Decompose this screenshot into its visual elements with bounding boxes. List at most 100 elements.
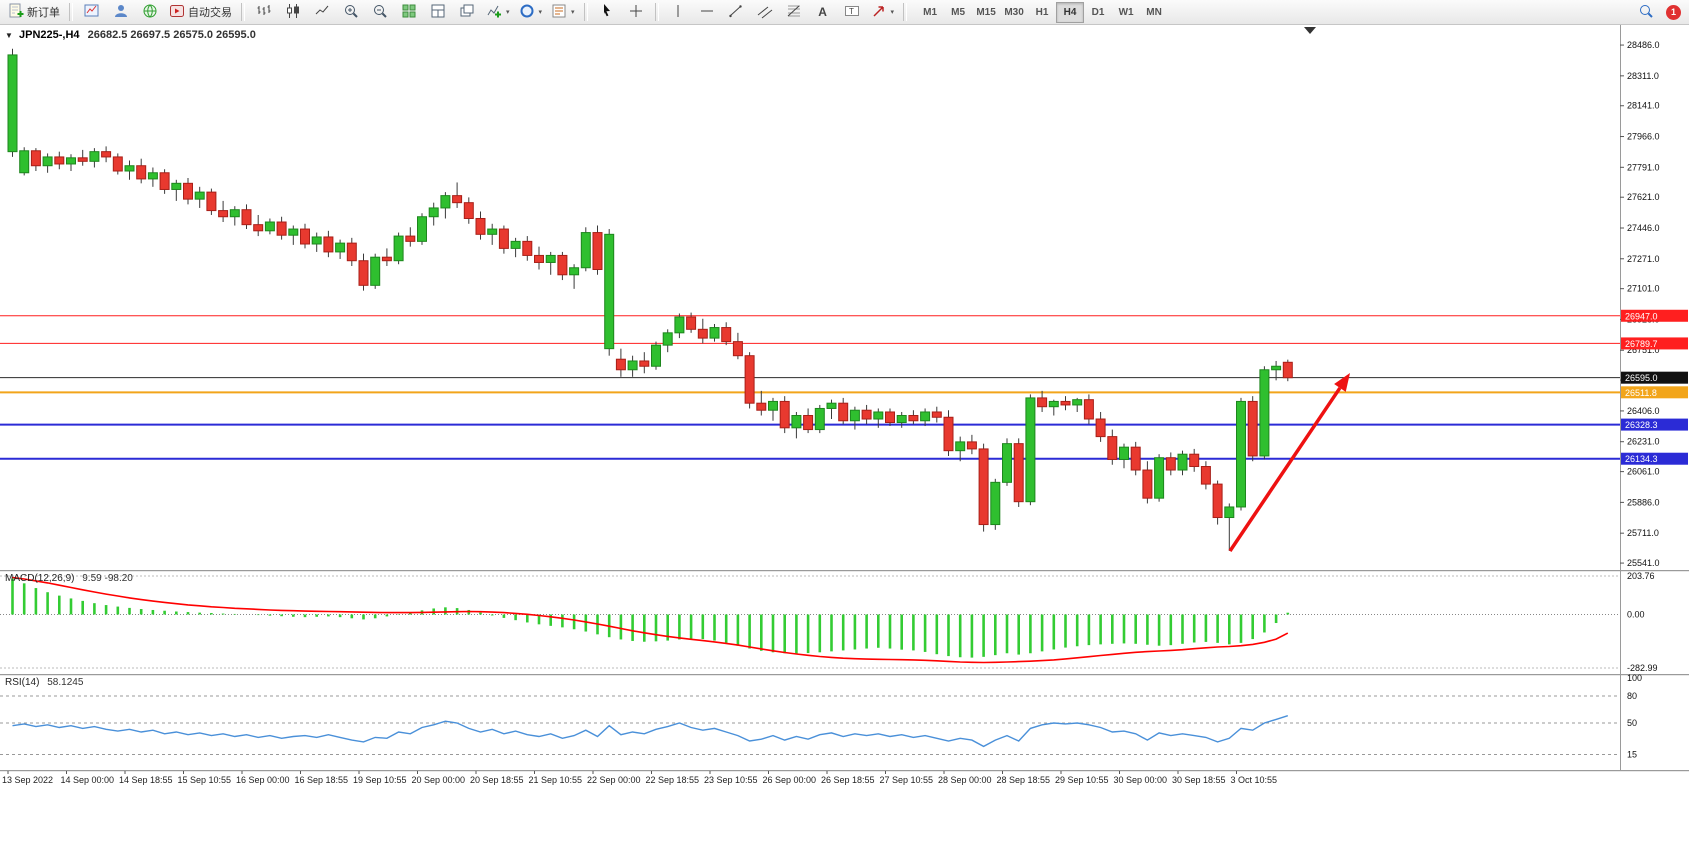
svg-text:100: 100: [1627, 673, 1642, 683]
timeframe-M1[interactable]: M1: [923, 6, 938, 18]
svg-text:26789.7: 26789.7: [1625, 339, 1658, 349]
candle: [744, 355, 755, 404]
candle: [1013, 443, 1024, 503]
candle: [54, 156, 65, 165]
candle: [709, 327, 720, 339]
candle: [557, 254, 568, 276]
arrows-button[interactable]: ▾: [867, 1, 899, 23]
candles-layer[interactable]: [7, 48, 1293, 551]
text-button[interactable]: A: [809, 1, 837, 23]
candle: [873, 411, 884, 420]
candle: [814, 407, 825, 431]
candle: [218, 210, 229, 218]
tile-windows-icon: [401, 3, 417, 22]
indicators-button[interactable]: ▾: [482, 1, 514, 23]
toolbar-separator: [241, 3, 245, 21]
candle: [335, 242, 346, 253]
price-axis[interactable]: 28486.0 28311.0 28141.0 27966.0 27791.0 27621…: [1620, 40, 1660, 568]
time-axis[interactable]: 13 Sep 2022 14 Sep 00:00 14 Sep 18:55 15 Se…: [2, 771, 1277, 785]
timeframe-W1[interactable]: W1: [1118, 6, 1134, 18]
text-label-button[interactable]: T: [838, 1, 866, 23]
rsi-pane[interactable]: 100 80 50 15: [0, 673, 1642, 760]
svg-text:20 Sep 00:00: 20 Sep 00:00: [412, 775, 466, 785]
candle: [732, 341, 743, 357]
zoom-out-button[interactable]: [366, 1, 394, 23]
equidistant-channel-button[interactable]: [751, 1, 779, 23]
candle: [452, 195, 463, 204]
svg-text:26061.0: 26061.0: [1627, 467, 1660, 477]
svg-text:28311.0: 28311.0: [1627, 71, 1659, 81]
timeframe-H1[interactable]: H1: [1035, 6, 1049, 18]
trendline-button[interactable]: [722, 1, 750, 23]
svg-text:25886.0: 25886.0: [1627, 497, 1660, 507]
macd-name: MACD(12,26,9): [5, 573, 75, 584]
tile-windows-button[interactable]: [395, 1, 423, 23]
bar-chart-button[interactable]: [250, 1, 278, 23]
arrange-windows-button[interactable]: [424, 1, 452, 23]
pane-separators[interactable]: [0, 25, 1689, 772]
candle: [1200, 466, 1211, 485]
candle: [534, 254, 544, 263]
line-chart-button[interactable]: [308, 1, 336, 23]
vertical-line-button[interactable]: [664, 1, 692, 23]
candle: [1247, 400, 1258, 457]
notification-badge[interactable]: 1: [1666, 4, 1681, 20]
fibonacci-button[interactable]: [780, 1, 808, 23]
svg-text:26595.0: 26595.0: [1625, 373, 1658, 383]
rsi-indicator-label: RSI(14) 58.1245: [5, 677, 83, 688]
community-button[interactable]: [136, 1, 164, 23]
crosshair-button[interactable]: [622, 1, 650, 23]
candle: [417, 216, 427, 242]
timeframe-D1[interactable]: D1: [1091, 6, 1105, 18]
svg-text:25711.0: 25711.0: [1627, 528, 1659, 538]
search-button[interactable]: [1632, 1, 1660, 23]
horizontal-level-lines[interactable]: [0, 315, 1620, 460]
timeframe-H4[interactable]: H4: [1056, 1, 1085, 23]
timeframe-M15[interactable]: M15: [976, 6, 996, 18]
candle: [522, 240, 533, 256]
zoom-in-button[interactable]: [337, 1, 365, 23]
candle: [276, 221, 287, 236]
candlestick-chart-button[interactable]: [279, 1, 307, 23]
svg-text:15: 15: [1627, 750, 1637, 760]
candle: [253, 224, 264, 232]
toolbar-separator: [903, 3, 908, 21]
new-order-button[interactable]: 新订单: [4, 1, 64, 23]
arrow-tool-icon: [871, 3, 887, 22]
chart-shift-marker-icon[interactable]: [1304, 27, 1316, 34]
timeframe-MN[interactable]: MN: [1146, 6, 1162, 18]
svg-text:-282.99: -282.99: [1627, 663, 1658, 673]
timeframe-M5[interactable]: M5: [951, 6, 966, 18]
cascade-windows-button[interactable]: [453, 1, 481, 23]
macd-pane[interactable]: 203.76 0.00 -282.99: [0, 571, 1658, 673]
fibonacci-icon: [786, 3, 802, 22]
svg-text:16 Sep 00:00: 16 Sep 00:00: [236, 775, 290, 785]
candle: [592, 232, 603, 271]
candle: [1048, 400, 1059, 408]
zoom-in-icon: [343, 3, 359, 22]
timeframe-M30[interactable]: M30: [1004, 6, 1024, 18]
candle: [791, 414, 802, 429]
svg-text:28486.0: 28486.0: [1627, 40, 1660, 50]
svg-text:20 Sep 18:55: 20 Sep 18:55: [470, 775, 524, 785]
candle: [966, 441, 977, 450]
trend-arrow-annotation[interactable]: [1228, 373, 1350, 552]
horizontal-line-button[interactable]: [693, 1, 721, 23]
candle: [1165, 457, 1176, 471]
templates-button[interactable]: ▾: [547, 1, 579, 23]
svg-text:26 Sep 18:55: 26 Sep 18:55: [821, 775, 875, 785]
chevron-down-icon: ▾: [506, 9, 510, 16]
profiles-button[interactable]: [107, 1, 135, 23]
candle: [1060, 400, 1071, 406]
autotrading-button[interactable]: 自动交易: [165, 1, 236, 23]
svg-text:26406.0: 26406.0: [1627, 406, 1660, 416]
cursor-button[interactable]: [593, 1, 621, 23]
candle: [229, 209, 240, 218]
cycles-button[interactable]: ▾: [515, 1, 547, 23]
toolbar-separator: [583, 3, 588, 21]
candle: [1119, 446, 1129, 460]
candle: [1142, 469, 1153, 499]
candle: [861, 409, 872, 420]
charts-button[interactable]: [78, 1, 106, 23]
